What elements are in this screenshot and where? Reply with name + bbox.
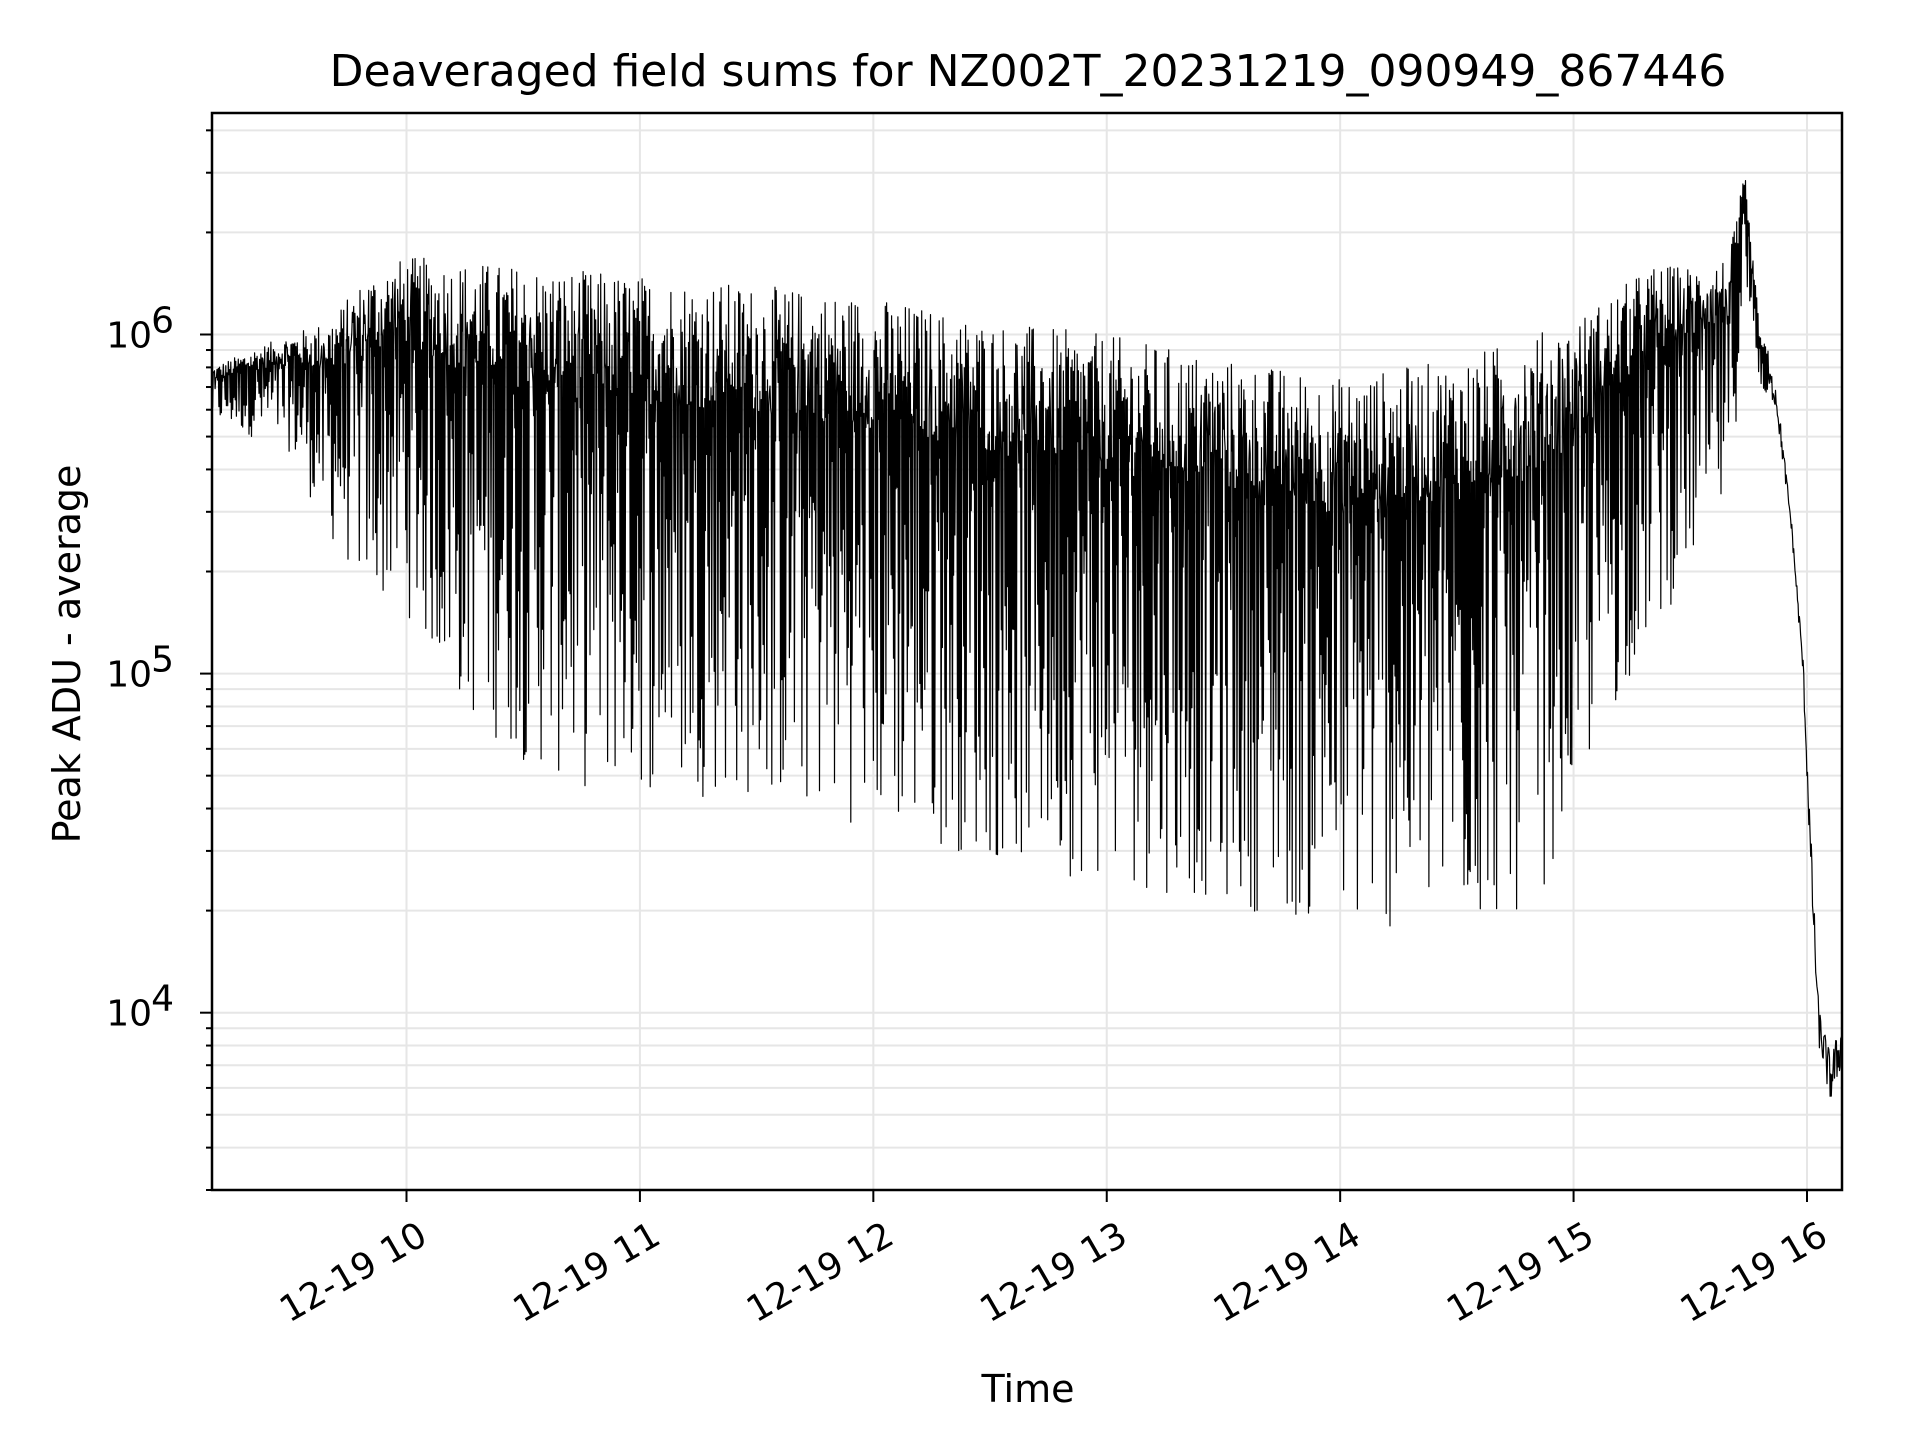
y-tick-label: 10 xyxy=(106,655,152,696)
plot-frame xyxy=(210,111,1844,1192)
y-tick-label: 10 xyxy=(106,994,152,1035)
y-axis-label: Peak ADU - average xyxy=(45,465,89,844)
x-axis-label: Time xyxy=(981,1367,1075,1411)
y-tick-exponent: 4 xyxy=(151,979,174,1020)
chart-title: Deaveraged field sums for NZ002T_2023121… xyxy=(330,46,1727,97)
y-tick-exponent: 5 xyxy=(151,640,174,681)
y-tick-exponent: 6 xyxy=(151,301,174,342)
ticks xyxy=(200,129,1808,1202)
y-tick-label: 10 xyxy=(106,316,152,357)
data-series-line xyxy=(211,180,1843,1097)
